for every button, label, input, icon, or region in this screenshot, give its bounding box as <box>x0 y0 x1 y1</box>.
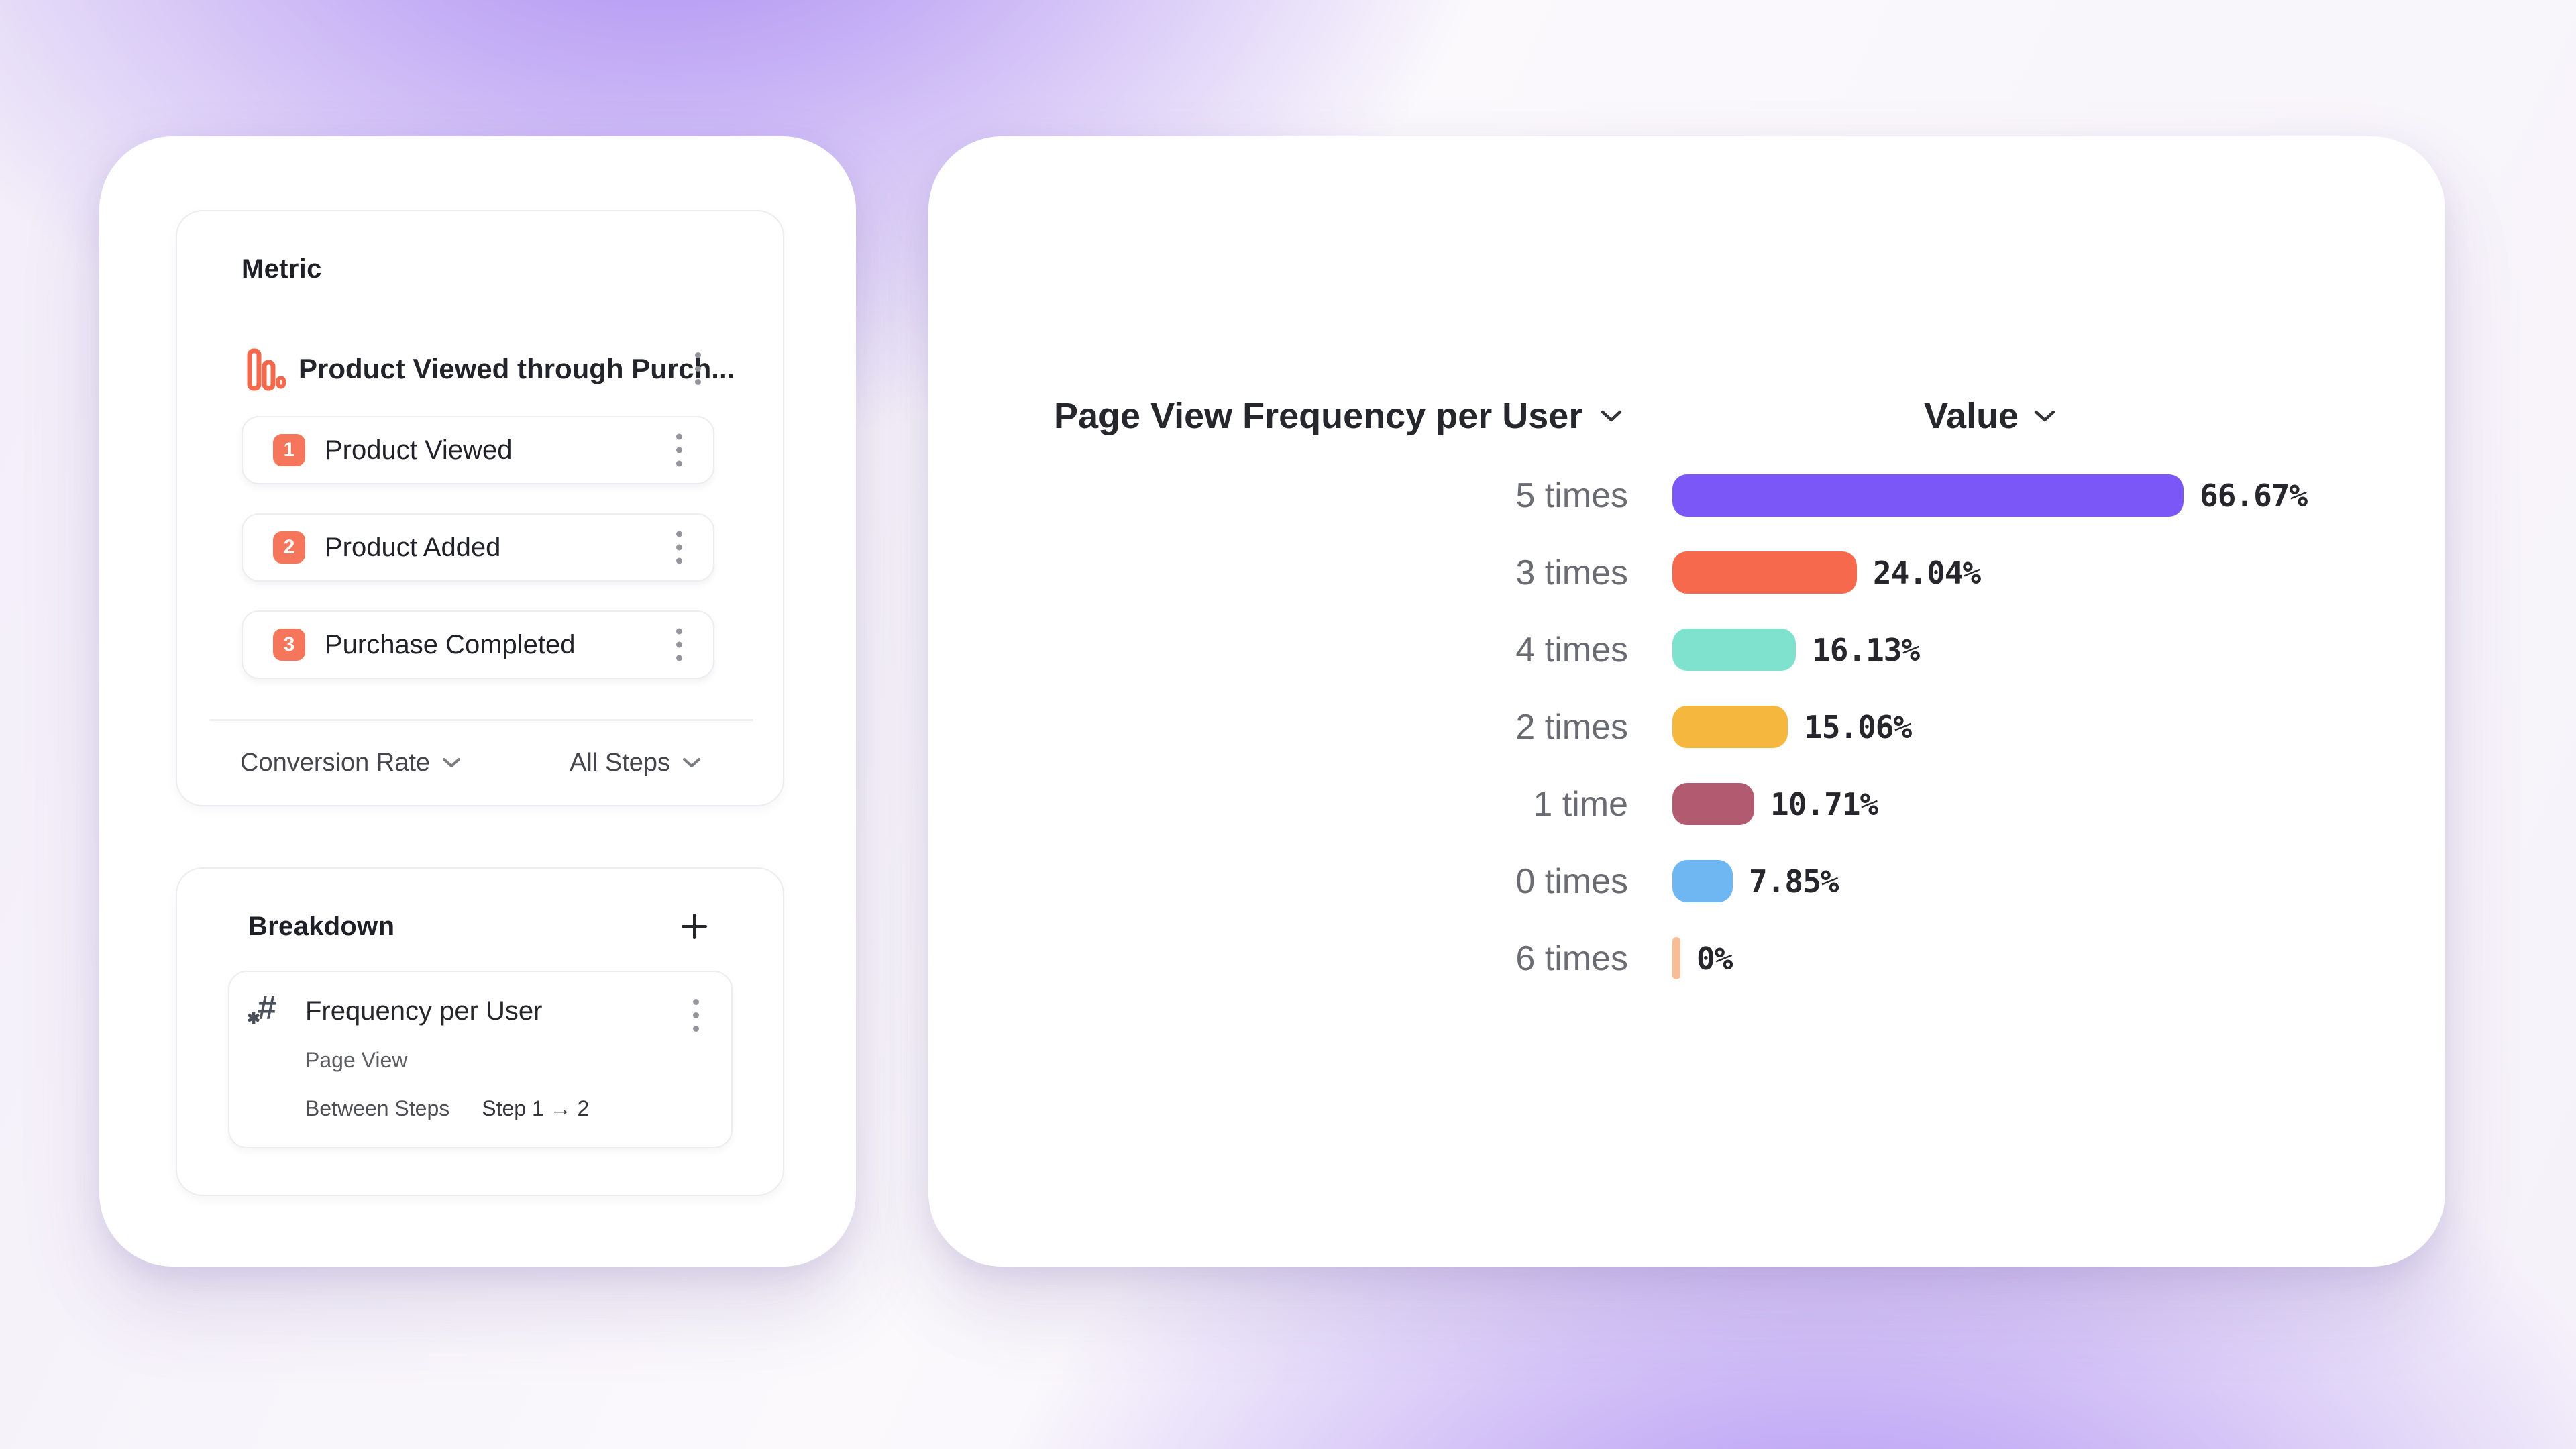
bar-5-times[interactable] <box>1672 474 2184 517</box>
metric-card-title: Metric <box>241 254 322 284</box>
bar-2-times[interactable] <box>1672 706 1788 748</box>
chart-row-6-times: 6 times 0% <box>928 920 2445 997</box>
step-label: Purchase Completed <box>325 629 576 659</box>
category-label: 1 time <box>1533 784 1628 824</box>
funnel-step-3[interactable]: 3 Purchase Completed <box>241 610 714 679</box>
chart-row-4-times: 4 times 16.13% <box>928 611 2445 688</box>
category-label: 4 times <box>1515 630 1628 669</box>
chart-title-dropdown[interactable]: Page View Frequency per User <box>1054 395 1623 437</box>
breakdown-item-event: Page View <box>305 1048 408 1072</box>
chart-row-3-times: 3 times 24.04% <box>928 534 2445 611</box>
conversion-rate-dropdown[interactable]: Conversion Rate <box>240 749 461 777</box>
category-label: 0 times <box>1515 861 1628 901</box>
chevron-down-icon <box>683 757 700 767</box>
step-label: Product Added <box>325 532 501 562</box>
funnel-chart-icon <box>247 348 286 391</box>
category-label: 6 times <box>1515 938 1628 978</box>
bar-6-times[interactable] <box>1672 937 1680 979</box>
breakdown-item[interactable]: # ✱ Frequency per User Page View Between … <box>228 971 733 1148</box>
value-label: 66.67% <box>2200 477 2308 514</box>
breakdown-item-title: Frequency per User <box>305 996 543 1026</box>
funnel-step-2[interactable]: 2 Product Added <box>241 513 714 582</box>
chart-row-1-time: 1 time 10.71% <box>928 765 2445 843</box>
step-label: Product Viewed <box>325 435 513 465</box>
kebab-menu-icon[interactable] <box>676 628 682 661</box>
chart-row-5-times: 5 times 66.67% <box>928 457 2445 534</box>
chevron-down-icon <box>443 757 461 767</box>
metric-event-row[interactable]: Product Viewed through Purch... <box>177 345 783 392</box>
all-steps-label: All Steps <box>570 748 670 777</box>
breakdown-item-scope: Between Steps Step 1 → 2 <box>305 1096 589 1121</box>
value-label: 24.04% <box>1873 554 1981 591</box>
metric-card-footer: Conversion Rate All Steps <box>240 744 701 782</box>
category-label: 3 times <box>1515 553 1628 592</box>
breakdown-card-title: Breakdown <box>248 912 395 941</box>
step-number-badge: 2 <box>273 531 305 564</box>
chart-panel: Page View Frequency per User Value 5 tim… <box>928 136 2445 1267</box>
value-label: 10.71% <box>1770 786 1878 822</box>
value-column-label: Value <box>1924 396 2019 436</box>
chevron-down-icon <box>1601 410 1622 421</box>
chart-title: Page View Frequency per User <box>1054 396 1583 436</box>
kebab-menu-icon[interactable] <box>676 531 682 564</box>
metric-funnel-name: Product Viewed through Purch... <box>299 353 735 384</box>
bar-1-time[interactable] <box>1672 783 1754 825</box>
value-column-dropdown[interactable]: Value <box>1924 395 2056 437</box>
add-breakdown-button[interactable] <box>678 910 710 943</box>
bar-chart: 5 times 66.67% 3 times 24.04% 4 times 16.13% 2… <box>928 457 2445 997</box>
bar-0-times[interactable] <box>1672 860 1733 902</box>
funnel-step-1[interactable]: 1 Product Viewed <box>241 416 714 484</box>
chart-row-2-times: 2 times 15.06% <box>928 688 2445 765</box>
bar-3-times[interactable] <box>1672 551 1857 594</box>
breakdown-card: Breakdown # ✱ Frequency per User Page Vie… <box>176 867 784 1196</box>
kebab-menu-icon[interactable] <box>693 999 699 1032</box>
step-number-badge: 3 <box>273 629 305 661</box>
category-label: 5 times <box>1515 476 1628 515</box>
value-label: 7.85% <box>1749 863 1839 900</box>
chart-row-0-times: 0 times 7.85% <box>928 843 2445 920</box>
step-number-badge: 1 <box>273 434 305 466</box>
all-steps-dropdown[interactable]: All Steps <box>570 749 701 777</box>
category-label: 2 times <box>1515 707 1628 747</box>
hash-breakdown-icon: # ✱ <box>247 989 276 1028</box>
kebab-menu-icon[interactable] <box>695 352 701 385</box>
value-label: 15.06% <box>1804 708 1912 745</box>
metric-card-divider <box>209 719 753 721</box>
conversion-rate-label: Conversion Rate <box>240 748 431 777</box>
plus-icon <box>682 914 707 939</box>
query-builder-panel: Metric Product Viewed through Purch... 1… <box>99 136 856 1267</box>
value-label: 16.13% <box>1812 631 1920 668</box>
scope-label: Between Steps <box>305 1096 450 1120</box>
metric-card: Metric Product Viewed through Purch... 1… <box>176 210 784 806</box>
kebab-menu-icon[interactable] <box>676 433 682 467</box>
scope-value[interactable]: Step 1 → 2 <box>482 1096 590 1120</box>
bar-4-times[interactable] <box>1672 629 1796 671</box>
value-label: 0% <box>1697 940 1733 977</box>
chevron-down-icon <box>2034 410 2055 421</box>
